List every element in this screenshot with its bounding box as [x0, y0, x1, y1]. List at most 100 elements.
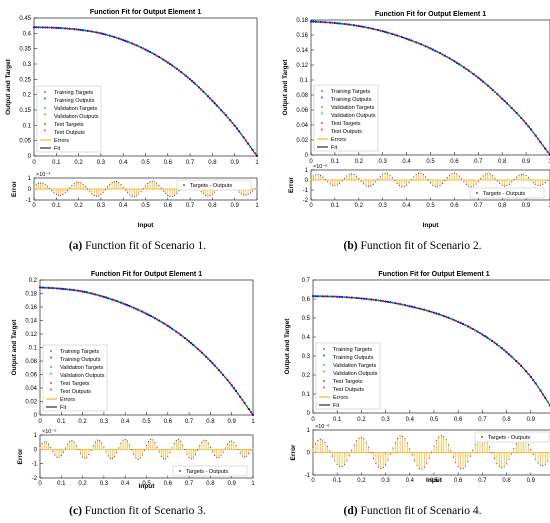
target-marker [494, 91, 496, 93]
target-marker [137, 309, 139, 311]
target-marker [489, 87, 491, 89]
error-point [252, 445, 254, 447]
target-marker [465, 324, 466, 326]
error-point [463, 181, 465, 183]
caption-a: (a) Function fit of Scenario 1. [68, 240, 207, 252]
error-point [429, 182, 432, 184]
error-point [453, 172, 455, 174]
error-point [513, 178, 515, 181]
error-point [246, 455, 248, 457]
target-marker [332, 22, 333, 24]
target-marker [516, 112, 517, 114]
target-marker [53, 27, 55, 29]
target-marker [389, 32, 391, 34]
error-point [237, 448, 239, 451]
legend-marker [44, 91, 46, 93]
target-marker [315, 21, 317, 23]
target-marker [141, 311, 143, 313]
target-marker [33, 26, 35, 28]
target-marker [120, 38, 122, 40]
legend-entry: Validation Targets [331, 105, 374, 111]
target-marker [229, 382, 231, 384]
error-point [406, 184, 408, 186]
target-marker [425, 45, 427, 47]
legend-marker [321, 90, 323, 92]
target-marker [247, 143, 249, 145]
error-point [358, 437, 360, 439]
y-tick-label: 0.06 [25, 373, 37, 379]
target-marker [530, 376, 532, 378]
error-point [475, 183, 477, 185]
error-point [515, 443, 517, 445]
error-point [386, 173, 389, 175]
error-point [197, 449, 199, 451]
target-marker [540, 390, 541, 391]
target-marker [329, 22, 331, 24]
target-marker [185, 75, 187, 77]
error-point [413, 176, 415, 178]
target-marker [414, 306, 416, 308]
error-point [341, 180, 343, 182]
error-point [54, 454, 56, 456]
error-point [530, 179, 532, 181]
error-legend-entry: Targets - Outputs [190, 183, 232, 189]
legend-marker [50, 350, 52, 352]
target-marker [60, 27, 62, 29]
target-marker [58, 27, 59, 29]
target-marker [244, 402, 245, 404]
x-tick-label: 1 [251, 419, 255, 425]
target-marker [205, 356, 207, 358]
error-point [418, 468, 421, 470]
error-y-tick-label: -1 [305, 473, 311, 479]
error-point [52, 450, 54, 453]
legend-entry: Test Outputs [54, 130, 85, 136]
target-marker [380, 300, 382, 302]
error-legend-entry: Targets - Outputs [488, 435, 530, 441]
error-x-tick-label: 1 [251, 481, 255, 487]
caption-c: (c) Function fit of Scenario 3. [69, 505, 206, 517]
error-point [142, 188, 144, 190]
target-marker [86, 291, 88, 293]
error-y-tick-label: 0 [28, 187, 32, 193]
x-tick-label: 0.7 [185, 419, 194, 425]
target-marker [98, 32, 100, 34]
error-x-tick-label: 0.8 [498, 203, 507, 209]
target-marker [211, 100, 213, 102]
error-x-tick-label: 0.4 [121, 481, 130, 487]
error-point [401, 435, 404, 437]
error-x-tick-label: 0.1 [52, 203, 61, 209]
target-marker [461, 65, 463, 67]
target-marker [241, 399, 243, 401]
target-marker [149, 51, 151, 53]
target-marker [430, 48, 431, 49]
target-marker [475, 75, 477, 77]
target-marker [189, 78, 191, 80]
error-point [445, 439, 447, 441]
error-point [88, 454, 90, 456]
caption-b: (b) Function fit of Scenario 2. [343, 240, 482, 252]
error-point [122, 439, 124, 441]
target-marker [513, 110, 515, 111]
error-point [214, 191, 216, 193]
target-marker [457, 321, 459, 323]
target-marker [173, 329, 175, 331]
legend-marker: * [321, 112, 324, 119]
error-point [441, 183, 443, 185]
error-x-tick-label: 0 [38, 481, 42, 487]
error-point [248, 453, 250, 455]
target-marker [52, 287, 54, 289]
error-point [243, 194, 245, 196]
legend-box [313, 84, 379, 152]
target-marker [40, 26, 42, 28]
error-point [84, 186, 86, 188]
legend-entry: Validation Targets [60, 365, 103, 371]
target-marker [178, 69, 180, 71]
target-marker [451, 59, 453, 61]
target-marker [220, 372, 222, 373]
error-point [329, 450, 331, 452]
error-point [547, 179, 549, 181]
target-marker [453, 60, 455, 62]
x-tick-label: 0.8 [498, 159, 507, 165]
target-marker [114, 299, 116, 301]
x-tick-label: 0.7 [478, 417, 487, 423]
